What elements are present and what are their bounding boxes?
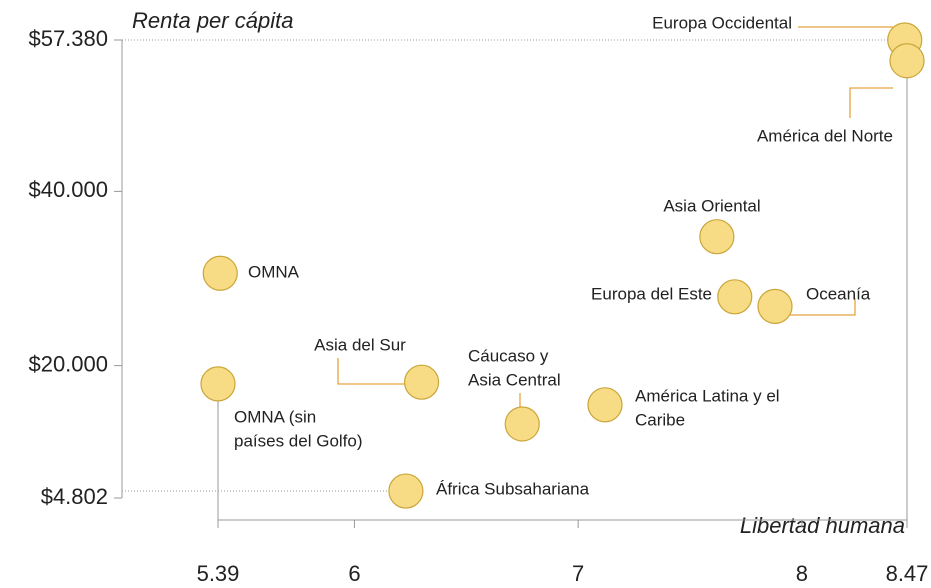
leader-line <box>790 298 856 316</box>
point-label: Asia Central <box>468 370 561 389</box>
point-label: América Latina y el <box>635 386 780 405</box>
point-label: Cáucaso y <box>468 346 549 365</box>
point <box>388 473 424 509</box>
point-label: Oceanía <box>806 284 871 303</box>
point-label: OMNA <box>248 262 300 281</box>
point <box>200 366 236 402</box>
point <box>403 364 440 400</box>
point-label: Caribe <box>635 410 685 429</box>
point <box>202 255 238 291</box>
point-label: América del Norte <box>757 126 893 145</box>
point <box>587 387 623 423</box>
x-tick-label: 5.39 <box>197 561 240 586</box>
x-tick-label: 6 <box>348 561 360 586</box>
y-tick-label: $40.000 <box>28 177 108 202</box>
leader-line <box>849 87 893 118</box>
x-axis-title: Libertad humana <box>740 513 905 538</box>
y-tick-label: $57.380 <box>28 26 108 51</box>
leader-line <box>337 358 405 385</box>
y-tick-label: $20.000 <box>28 351 108 376</box>
point-label: Asia Oriental <box>663 196 760 215</box>
x-tick-label: 7 <box>572 561 584 586</box>
point-label: Asia del Sur <box>314 335 406 354</box>
y-axis-title: Renta per cápita <box>132 8 293 33</box>
point <box>717 279 753 315</box>
point-label: Europa Occidental <box>652 13 792 32</box>
x-tick-label: 8 <box>796 561 808 586</box>
point-label: África Subsahariana <box>436 479 590 498</box>
point-label: Europa del Este <box>591 284 712 303</box>
x-tick-label: 8.47 <box>886 561 929 586</box>
point-label: OMNA (sin <box>234 407 316 426</box>
point <box>699 219 735 255</box>
point <box>504 406 540 442</box>
y-tick-label: $4.802 <box>41 484 108 509</box>
point <box>757 288 793 324</box>
point <box>889 43 925 79</box>
point-label: países del Golfo) <box>234 431 363 450</box>
